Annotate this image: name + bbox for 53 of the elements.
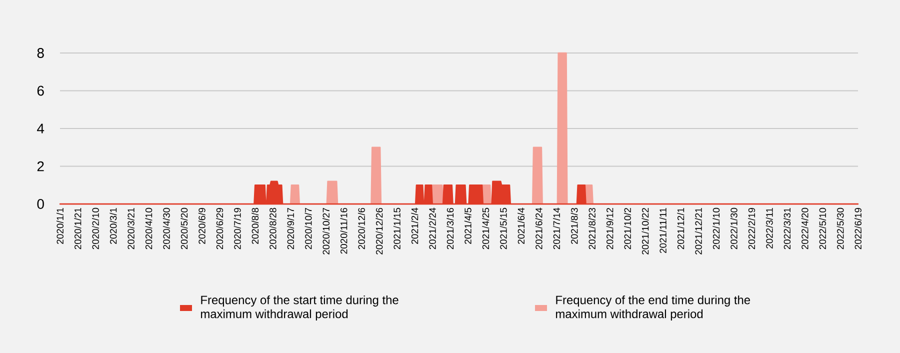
x-tick-label: 2022/5/10 (819, 208, 826, 250)
x-tick-label: 2022/3/11 (766, 208, 773, 248)
x-tick-label: 2021/10/2 (624, 208, 631, 250)
y-tick-label: 0 (37, 199, 44, 209)
x-tick-label: 2021/2/4 (411, 208, 418, 244)
x-tick-label: 2020/11/16 (340, 208, 348, 254)
x-tick-label: 2022/1/30 (730, 208, 738, 250)
x-tick-label: 2021/4/25 (482, 208, 490, 250)
x-tick-label: 2020/3/1 (110, 208, 117, 244)
x-tick-label: 2022/5/30 (836, 208, 844, 250)
x-tick-label: 2021/3/16 (446, 208, 454, 250)
x-tick-label: 2020/8/8 (252, 208, 259, 244)
x-tick-label: 2021/8/23 (588, 208, 596, 250)
x-tick-label: 2022/2/19 (748, 208, 756, 250)
x-tick-label: 2020/1/21 (74, 208, 82, 250)
x-tick-label: 2022/1/10 (712, 208, 720, 250)
x-tick-label: 2020/6/9 (198, 208, 206, 244)
x-tick-label: 2021/6/4 (518, 208, 525, 244)
x-tick-label: 2021/2/24 (428, 208, 436, 250)
x-tick-label: 2021/5/15 (500, 208, 507, 250)
x-tick-label: 2020/4/30 (162, 208, 170, 250)
x-tick-label: 2020/12/26 (376, 208, 383, 254)
x-tick-label: 2020/6/29 (216, 208, 224, 250)
x-tick-label: 2021/12/21 (694, 208, 702, 254)
y-tick-label: 4 (37, 124, 44, 134)
x-tick-label: 2021/11/11 (659, 208, 666, 254)
x-tick-label: 2022/6/19 (854, 208, 862, 250)
y-tick-label: 8 (37, 48, 44, 58)
x-tick-label: 2020/1/1 (56, 208, 64, 244)
x-tick-label: 2020/7/19 (234, 208, 241, 250)
x-tick-label: 2022/4/20 (801, 208, 808, 250)
x-tick-label: 2021/8/3 (570, 208, 578, 244)
x-tick-label: 2020/2/10 (92, 208, 99, 250)
x-tick-label: 2020/10/27 (322, 208, 330, 254)
x-tick-label: 2020/3/21 (127, 208, 134, 250)
legend-label: Frequency of the start time during the maximum withdrawal period (201, 295, 398, 321)
x-tick-label: 2020/12/6 (358, 208, 365, 250)
x-tick-label: 2021/6/24 (535, 208, 542, 250)
x-tick-label: 2020/8/28 (269, 208, 276, 250)
x-tick-label: 2022/3/31 (784, 208, 791, 250)
x-tick-label: 2021/7/14 (553, 208, 560, 250)
x-tick-label: 2020/4/10 (145, 208, 152, 250)
x-tick-label: 2020/9/17 (287, 208, 294, 250)
x-tick-label: 2021/9/12 (606, 208, 614, 250)
x-tick-label: 2020/5/20 (180, 208, 188, 250)
x-tick-label: 2020/10/7 (304, 208, 312, 250)
y-tick-label: 2 (37, 161, 44, 172)
legend-label: Frequency of the end time during the maximum withdrawal period (556, 295, 750, 321)
x-tick-label: 2021/12/1 (677, 208, 684, 250)
y-tick-label: 6 (37, 86, 44, 96)
x-tick-label: 2021/10/22 (642, 208, 649, 254)
x-tick-label: 2021/1/15 (393, 208, 400, 250)
x-tick-label: 2021/4/5 (464, 208, 472, 244)
